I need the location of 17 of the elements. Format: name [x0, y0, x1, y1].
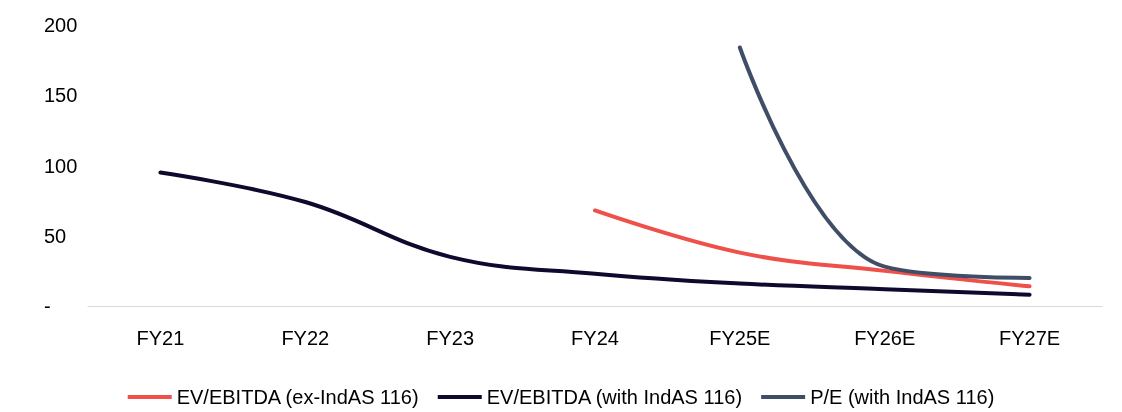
- x-tick-label: FY22: [281, 327, 330, 349]
- legend-label: P/E (with IndAS 116): [810, 386, 995, 408]
- x-tick-label: FY25E: [709, 327, 771, 349]
- x-tick-label: FY23: [426, 327, 475, 349]
- x-tick-label: FY24: [571, 327, 619, 349]
- y-tick-label: -: [44, 295, 51, 317]
- y-tick-label: 50: [44, 224, 67, 247]
- y-tick-label: 200: [44, 14, 78, 36]
- legend-label: EV/EBITDA (with IndAS 116): [486, 386, 743, 408]
- x-tick-label: FY21: [136, 327, 185, 349]
- y-tick-label: 100: [44, 154, 78, 177]
- y-tick-label: 150: [44, 84, 78, 107]
- line-series: [158, 170, 1032, 297]
- x-tick-label: FY27E: [998, 327, 1061, 349]
- x-tick-label: FY26E: [854, 327, 916, 349]
- line-series: [593, 208, 1032, 289]
- legend-label: EV/EBITDA (ex-IndAS 116): [176, 386, 419, 408]
